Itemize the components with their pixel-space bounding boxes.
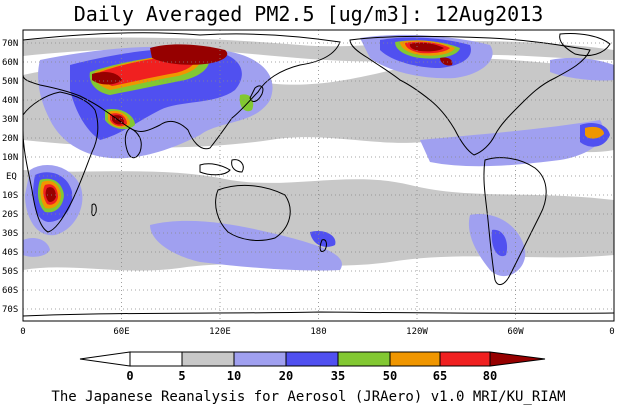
colorbar-bin bbox=[439, 351, 491, 367]
map-title: Daily Averaged PM2.5 [ug/m3]: 12Aug2013 bbox=[73, 2, 544, 26]
colorbar-tick: 20 bbox=[279, 369, 293, 383]
lat-label: 20N bbox=[2, 134, 18, 144]
lat-label: 70S bbox=[2, 305, 18, 315]
lon-label: 60E bbox=[113, 327, 129, 337]
colorbar-tick: 35 bbox=[331, 369, 345, 383]
lat-label: 10N bbox=[2, 153, 18, 163]
lat-labels: 70N 60N 50N 40N 30N 20N 10N EQ 10S 20S 3… bbox=[2, 39, 18, 315]
lat-label: 30N bbox=[2, 115, 18, 125]
coastlines bbox=[23, 32, 614, 317]
lon-label: 180 bbox=[310, 327, 326, 337]
colorbar-bin bbox=[337, 351, 391, 367]
colorbar-tick: 5 bbox=[178, 369, 185, 383]
colorbar-bin bbox=[181, 351, 235, 367]
lon-label: 120W bbox=[406, 327, 428, 337]
colorbar bbox=[79, 351, 546, 367]
lat-label: 10S bbox=[2, 191, 18, 201]
lat-label: 50S bbox=[2, 267, 18, 277]
lat-label: 60S bbox=[2, 286, 18, 296]
lon-label: 60W bbox=[507, 327, 524, 337]
lon-label: 120E bbox=[209, 327, 231, 337]
graticule bbox=[23, 30, 614, 321]
colorbar-tick: 0 bbox=[126, 369, 133, 383]
colorbar-tick: 50 bbox=[383, 369, 397, 383]
colorbar-bin bbox=[233, 351, 287, 367]
colorbar-bin bbox=[389, 351, 441, 367]
lon-label: 0 bbox=[609, 327, 614, 337]
colorbar-lower-arrow bbox=[79, 351, 131, 367]
lat-label: 40S bbox=[2, 248, 18, 258]
pm25-fields bbox=[23, 32, 614, 317]
lat-label: 60N bbox=[2, 58, 18, 68]
lon-labels: 0 60E 120E 180 120W 60W 0 bbox=[20, 327, 614, 337]
lat-label: 50N bbox=[2, 77, 18, 87]
colorbar-tick: 65 bbox=[433, 369, 447, 383]
field-above-80 bbox=[45, 42, 453, 202]
colorbar-bin bbox=[129, 351, 183, 367]
colorbar-ticks: 0 5 10 20 35 50 65 80 bbox=[126, 369, 497, 383]
colorbar-tick: 10 bbox=[227, 369, 241, 383]
colorbar-upper-arrow bbox=[489, 351, 546, 367]
lon-label: 0 bbox=[20, 327, 25, 337]
footer-credit: The Japanese Reanalysis for Aerosol (JRA… bbox=[51, 389, 566, 405]
colorbar-bin bbox=[285, 351, 339, 367]
lat-label: 20S bbox=[2, 210, 18, 220]
colorbar-tick: 80 bbox=[483, 369, 497, 383]
lat-label: 70N bbox=[2, 39, 18, 49]
map-frame bbox=[22, 29, 615, 322]
lat-label: EQ bbox=[6, 172, 17, 182]
lat-label: 40N bbox=[2, 96, 18, 106]
lat-label: 30S bbox=[2, 229, 18, 239]
